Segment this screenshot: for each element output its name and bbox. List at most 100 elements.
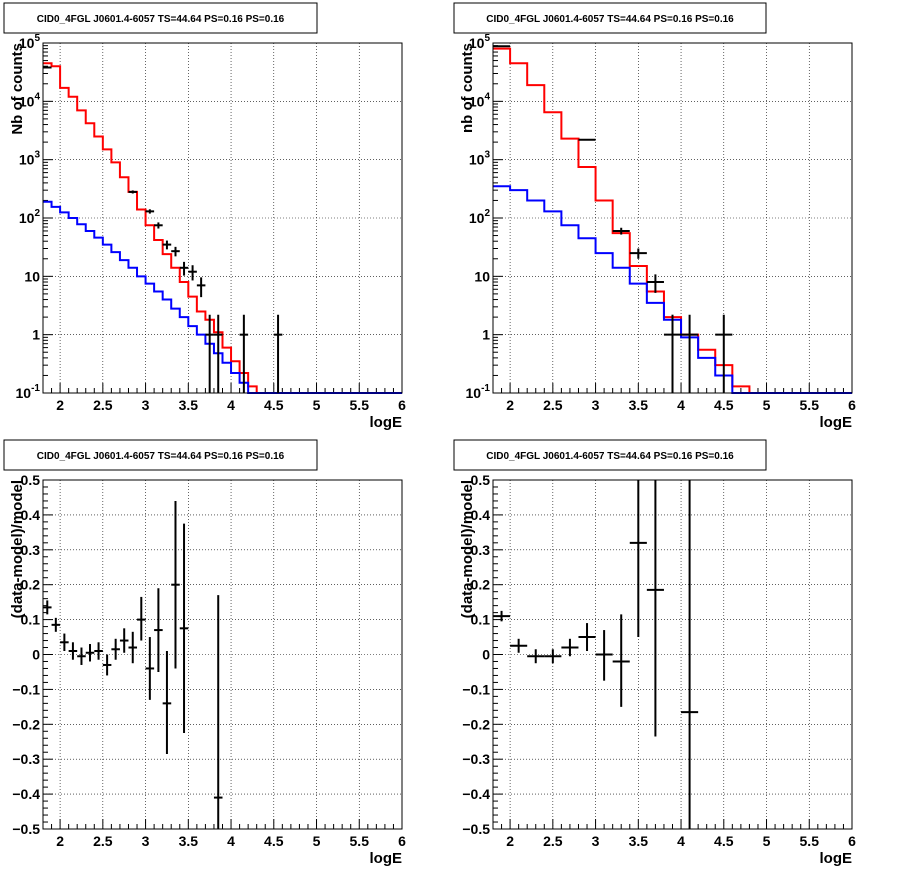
data-point xyxy=(154,588,163,672)
data-point xyxy=(68,642,78,660)
x-tick-label: 3 xyxy=(592,833,600,849)
y-tick-label: −0.5 xyxy=(12,821,40,837)
y-tick-label: 105 xyxy=(19,33,41,51)
chart-title: CID0_4FGL J0601.4-6057 TS=44.64 PS=0.16 … xyxy=(486,451,734,462)
x-tick-label: 5 xyxy=(313,397,321,413)
plot-frame xyxy=(42,479,403,830)
y-tick-label: 103 xyxy=(469,150,491,168)
x-tick-label: 2.5 xyxy=(93,397,113,413)
x-tick-label: 6 xyxy=(398,833,406,849)
data-point xyxy=(94,642,103,660)
x-tick-label: 2 xyxy=(506,833,514,849)
x-axis-title: logE xyxy=(820,850,853,867)
y-tick-label: 1 xyxy=(32,327,40,343)
data-point xyxy=(43,600,52,615)
data-points xyxy=(43,500,223,829)
x-tick-label: 3.5 xyxy=(629,833,649,849)
y-tick-label: 10 xyxy=(474,268,490,284)
data-point xyxy=(527,649,545,664)
y-axis-title: Nb of counts xyxy=(9,43,26,135)
y-tick-labels: −0.5 −0.4 −0.3 −0.2 −0.1 0 0.1 0.2 0.3 0.4 0.5 xyxy=(462,472,490,837)
y-tick-labels: 10-1 1 10 102 103 104 105 xyxy=(16,33,41,401)
data-point xyxy=(629,480,647,638)
axis-ticks xyxy=(42,45,403,394)
series-red-histogram xyxy=(43,62,402,394)
data-point xyxy=(154,222,163,229)
y-tick-label: −0.1 xyxy=(462,681,490,697)
data-point xyxy=(137,596,146,641)
x-tick-label: 5 xyxy=(313,833,321,849)
chart-title: CID0_4FGL J0601.4-6057 TS=44.64 PS=0.16 … xyxy=(37,451,285,462)
y-tick-label: 104 xyxy=(19,91,41,109)
data-point xyxy=(128,631,138,664)
data-point xyxy=(179,523,189,734)
title-box xyxy=(3,2,318,34)
data-point xyxy=(205,314,214,393)
data-point xyxy=(162,240,172,250)
x-tick-label: 4 xyxy=(227,833,235,849)
series-blue-histogram xyxy=(43,200,402,394)
y-tick-label: 0.5 xyxy=(21,472,41,488)
data-point xyxy=(171,246,180,257)
y-tick-label: 0 xyxy=(32,647,40,663)
y-axis-title: (data-model)/model xyxy=(459,480,476,618)
x-tick-label: 2 xyxy=(506,397,514,413)
chart-panel-2: 2 2.5 3 3.5 4 4.5 5 5.5 6 10-1 1 10 102 103 104 105 logE… xyxy=(453,2,856,431)
chart-panel-1: 2 2.5 3 3.5 4 4.5 5 5.5 6 10-1 1 10 102 103 104 105 logE… xyxy=(3,2,406,431)
x-tick-label: 4.5 xyxy=(714,397,734,413)
x-tick-label: 3.5 xyxy=(629,397,649,413)
y-tick-label: 10 xyxy=(24,268,40,284)
x-tick-label: 3 xyxy=(592,397,600,413)
x-tick-label: 6 xyxy=(848,833,856,849)
y-tick-label: 102 xyxy=(19,208,41,226)
grid-lines xyxy=(493,43,852,393)
x-tick-label: 4 xyxy=(677,833,685,849)
y-tick-label: 0 xyxy=(482,647,490,663)
x-tick-label: 5.5 xyxy=(350,397,370,413)
plot-frame xyxy=(492,479,853,830)
x-tick-label: 4.5 xyxy=(714,833,734,849)
y-tick-label: −0.2 xyxy=(12,716,40,732)
y-tick-labels: −0.5 −0.4 −0.3 −0.2 −0.1 0 0.1 0.2 0.3 0.4 0.5 xyxy=(12,472,40,837)
data-point xyxy=(239,314,249,393)
y-tick-label: −0.3 xyxy=(462,751,490,767)
data-point xyxy=(578,138,596,141)
x-tick-label: 5 xyxy=(763,833,771,849)
y-tick-label: −0.4 xyxy=(12,786,40,802)
x-tick-label: 2.5 xyxy=(93,833,113,849)
x-tick-label: 3.5 xyxy=(179,833,199,849)
title-box xyxy=(453,2,767,34)
plot-frame xyxy=(492,42,853,394)
y-tick-labels: 10-1 1 10 102 103 104 105 xyxy=(466,33,491,401)
y-axis-title: (data-model)/model xyxy=(9,480,26,618)
x-tick-label: 2 xyxy=(56,397,64,413)
y-tick-label: 0.4 xyxy=(21,507,41,523)
y-tick-label: 1 xyxy=(482,327,490,343)
data-point xyxy=(196,277,206,298)
data-point xyxy=(51,617,61,632)
y-tick-label: 105 xyxy=(469,33,491,51)
y-tick-label: −0.5 xyxy=(462,821,490,837)
x-axis-title: logE xyxy=(820,414,853,431)
y-tick-label: −0.2 xyxy=(462,716,490,732)
data-point xyxy=(561,638,579,657)
x-tick-label: 3 xyxy=(142,397,150,413)
chart-title: CID0_4FGL J0601.4-6057 TS=44.64 PS=0.16 … xyxy=(486,14,734,25)
data-points xyxy=(43,66,283,393)
x-tick-label: 6 xyxy=(398,397,406,413)
data-point xyxy=(188,265,197,281)
x-tick-label: 5.5 xyxy=(800,397,820,413)
x-tick-label: 5.5 xyxy=(350,833,370,849)
data-point xyxy=(162,651,172,754)
data-point xyxy=(715,314,733,393)
data-point xyxy=(544,649,562,664)
chart-panel-3: 2 2.5 3 3.5 4 4.5 5 5.5 6 −0.5 −0.4 −0.3 −0.2 −0.1 0 0.… xyxy=(3,439,406,867)
x-tick-labels: 2 2.5 3 3.5 4 4.5 5 5.5 6 xyxy=(56,397,406,413)
y-tick-label: 0.3 xyxy=(21,542,41,558)
data-points xyxy=(493,45,733,393)
x-tick-label: 4 xyxy=(677,397,685,413)
y-tick-label: 0.2 xyxy=(471,577,491,593)
data-point xyxy=(145,209,155,214)
data-point xyxy=(128,190,138,194)
x-tick-label: 4 xyxy=(227,397,235,413)
